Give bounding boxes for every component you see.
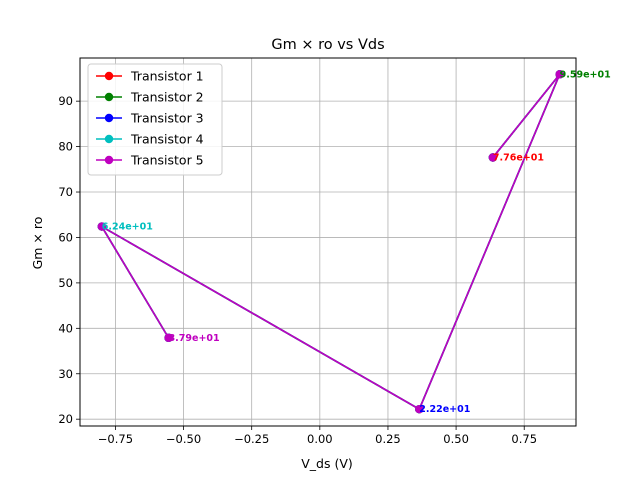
y-tick-label: 40 — [58, 321, 73, 335]
data-point — [415, 404, 424, 414]
y-tick-label: 60 — [58, 230, 73, 244]
legend-label: Transistor 1 — [130, 69, 204, 84]
legend-entry: Transistor 2 — [96, 90, 204, 105]
legend-marker — [104, 155, 114, 165]
data-label: 9.59e+01 — [560, 69, 611, 80]
grid-lines — [80, 58, 576, 426]
data-label: 3.79e+01 — [169, 333, 220, 344]
y-tick-label: 90 — [58, 94, 73, 108]
chart-title: Gm × ro vs Vds — [271, 37, 384, 53]
data-point — [97, 222, 107, 231]
data-label: 6.24e+01 — [102, 222, 153, 233]
y-tick-label: 80 — [58, 140, 73, 154]
legend-entry: Transistor 1 — [96, 69, 204, 84]
data-label: 7.76e+01 — [493, 152, 544, 163]
legend-marker — [104, 92, 114, 102]
x-axis-label: V_ds (V) — [301, 456, 353, 471]
x-tick-label: 0.50 — [443, 432, 469, 446]
x-tick-label: −0.75 — [98, 432, 133, 446]
x-tick-label: 0.75 — [511, 432, 537, 446]
legend-entry: Transistor 3 — [96, 111, 204, 126]
legend-marker — [104, 71, 114, 81]
legend: Transistor 1 Transistor 2 Transistor 3 Tran… — [87, 63, 223, 176]
y-tick-label: 20 — [58, 412, 73, 426]
series-lines — [97, 70, 564, 414]
y-tick-label: 70 — [58, 185, 73, 199]
y-tick-label: 30 — [58, 367, 73, 381]
series-5 — [97, 70, 564, 414]
axis-ticks: −0.75 −0.50 −0.25 0.00 0.25 0.50 0.75 20 30 40 50 6… — [58, 94, 537, 446]
legend-marker — [104, 113, 114, 123]
legend-label: Transistor 4 — [130, 132, 204, 147]
legend-box — [87, 63, 223, 176]
legend-entry: Transistor 4 — [96, 132, 204, 147]
data-annotations: 7.76e+01 9.59e+01 2.22e+01 6.24e+01 3.79e+01 — [102, 69, 611, 415]
legend-label: Transistor 3 — [130, 111, 204, 126]
x-tick-label: −0.50 — [166, 432, 201, 446]
y-tick-label: 50 — [58, 276, 73, 290]
data-label: 2.22e+01 — [419, 404, 470, 415]
legend-entry: Transistor 5 — [96, 153, 204, 168]
x-tick-label: −0.25 — [234, 432, 269, 446]
data-point — [555, 70, 564, 79]
y-axis-label: Gm × ro — [30, 217, 45, 270]
legend-label: Transistor 2 — [130, 90, 204, 105]
legend-label: Transistor 5 — [130, 153, 204, 168]
x-tick-label: 0.00 — [307, 432, 333, 446]
plot-area-frame — [79, 57, 577, 427]
data-point — [164, 333, 173, 343]
data-point — [488, 153, 498, 162]
x-tick-label: 0.25 — [375, 432, 401, 446]
legend-marker — [104, 134, 114, 144]
